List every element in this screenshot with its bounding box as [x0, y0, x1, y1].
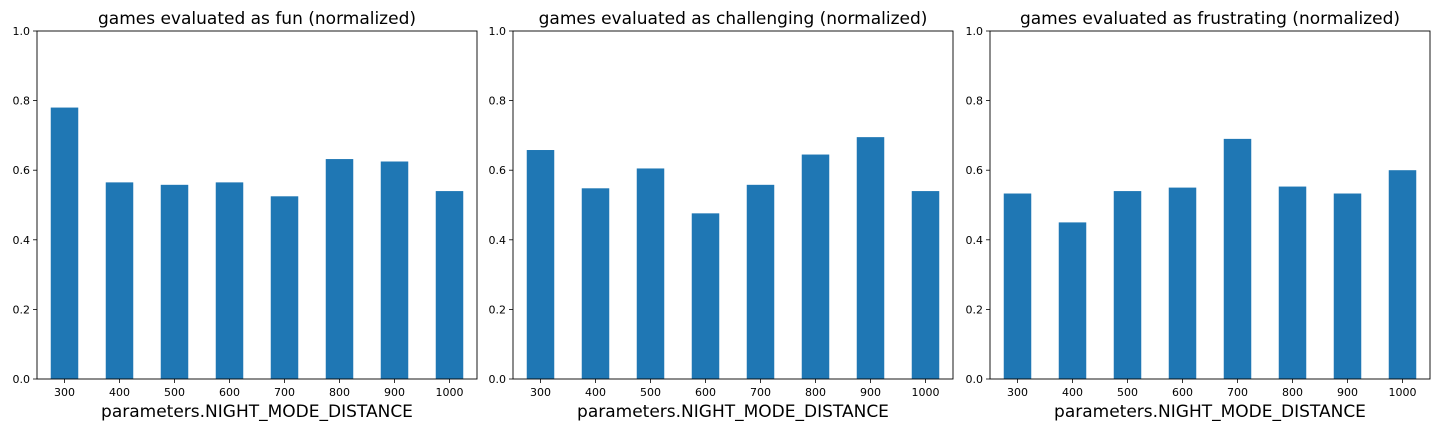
bar-700	[1223, 138, 1252, 379]
x-tick-label: 800	[1282, 386, 1303, 399]
y-tick-label: 0.8	[13, 95, 31, 108]
bar-400	[581, 188, 610, 379]
y-tick-label: 0.0	[13, 373, 31, 386]
x-tick-label: 700	[750, 386, 771, 399]
chart-panel-2: games evaluated as challenging (normaliz…	[489, 9, 954, 422]
x-tick-label: 500	[640, 386, 661, 399]
y-tick-label: 0.4	[13, 234, 31, 247]
x-tick-label: 600	[1172, 386, 1193, 399]
x-tick-label: 300	[530, 386, 551, 399]
y-tick-label: 0.8	[489, 95, 507, 108]
y-tick-label: 0.0	[966, 373, 984, 386]
x-tick-label: 500	[1117, 386, 1138, 399]
x-tick-label: 300	[54, 386, 75, 399]
x-tick-label: 800	[329, 386, 350, 399]
bar-500	[160, 184, 189, 379]
y-tick-label: 0.2	[13, 303, 31, 316]
bar-500	[1113, 191, 1142, 379]
axes-frame	[36, 30, 478, 380]
x-tick-label: 1000	[1389, 386, 1417, 399]
bar-800	[325, 159, 354, 379]
bar-800	[1278, 186, 1307, 379]
bar-1000	[1388, 170, 1417, 379]
bar-300	[526, 150, 555, 379]
bar-400	[1058, 222, 1087, 379]
bar-400	[105, 182, 134, 379]
x-axis-label: parameters.NIGHT_MODE_DISTANCE	[577, 402, 889, 422]
chart-panel-1: games evaluated as fun (normalized) 300 40…	[13, 9, 478, 422]
bar-900	[856, 137, 885, 379]
y-tick-label: 0.6	[489, 164, 507, 177]
y-tick-label: 1.0	[966, 25, 984, 38]
bar-500	[636, 168, 665, 379]
x-tick-label: 700	[1227, 386, 1248, 399]
x-tick-label: 400	[1062, 386, 1083, 399]
y-tick-label: 0.0	[489, 373, 507, 386]
x-tick-label: 700	[274, 386, 295, 399]
y-tick-label: 0.2	[966, 303, 984, 316]
chart-title: games evaluated as fun (normalized)	[98, 9, 416, 29]
bar-900	[1333, 193, 1362, 379]
chart-title: games evaluated as frustrating (normaliz…	[1020, 9, 1400, 29]
bar-800	[801, 154, 830, 379]
axes-frame	[512, 30, 954, 380]
bar-700	[746, 184, 775, 379]
x-tick-label: 900	[1337, 386, 1358, 399]
axes-frame	[989, 30, 1431, 380]
x-tick-label: 500	[164, 386, 185, 399]
bar-300	[1003, 193, 1032, 379]
x-tick-label: 800	[805, 386, 826, 399]
bar-700	[270, 196, 299, 379]
y-tick-label: 0.6	[966, 164, 984, 177]
y-tick-label: 0.2	[489, 303, 507, 316]
chart-panel-3: games evaluated as frustrating (normaliz…	[966, 9, 1431, 422]
bar-600	[691, 213, 720, 379]
chart-title: games evaluated as challenging (normaliz…	[539, 9, 928, 29]
x-tick-label: 1000	[912, 386, 940, 399]
y-tick-label: 0.4	[489, 234, 507, 247]
x-tick-label: 900	[384, 386, 405, 399]
x-tick-label: 300	[1007, 386, 1028, 399]
x-tick-label: 600	[695, 386, 716, 399]
y-tick-label: 0.6	[13, 164, 31, 177]
x-tick-label: 600	[219, 386, 240, 399]
x-tick-label: 900	[860, 386, 881, 399]
y-tick-label: 1.0	[13, 25, 31, 38]
x-axis-label: parameters.NIGHT_MODE_DISTANCE	[101, 402, 413, 422]
x-tick-label: 400	[109, 386, 130, 399]
x-tick-label: 1000	[436, 386, 464, 399]
x-axis-label: parameters.NIGHT_MODE_DISTANCE	[1054, 402, 1366, 422]
bar-900	[380, 161, 409, 379]
y-tick-label: 0.8	[966, 95, 984, 108]
y-tick-label: 1.0	[489, 25, 507, 38]
bar-1000	[911, 191, 940, 379]
bar-600	[1168, 187, 1197, 379]
x-tick-label: 400	[585, 386, 606, 399]
bar-300	[50, 107, 79, 379]
y-tick-label: 0.4	[966, 234, 984, 247]
bar-600	[215, 182, 244, 379]
bar-1000	[435, 191, 464, 379]
